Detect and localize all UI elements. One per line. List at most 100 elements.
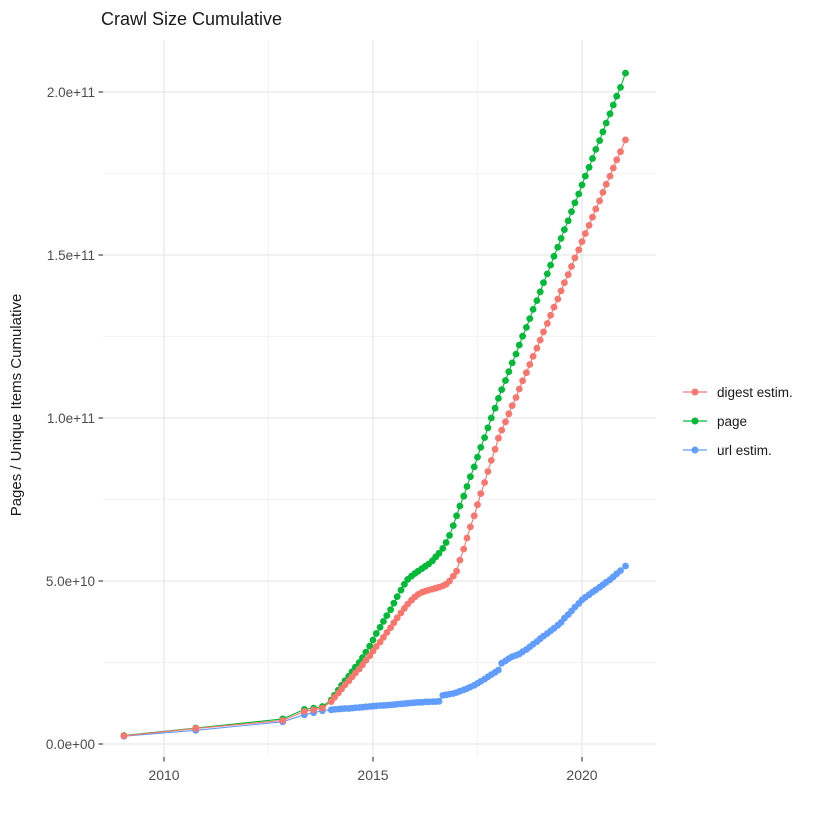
data-point <box>460 545 468 553</box>
data-point <box>523 369 530 377</box>
data-point <box>505 410 513 418</box>
data-point <box>453 512 460 520</box>
data-point <box>446 532 453 539</box>
data-point <box>529 353 537 360</box>
data-point <box>393 593 401 600</box>
data-point <box>543 270 551 278</box>
data-point <box>477 490 485 497</box>
data-point <box>502 377 509 384</box>
data-point <box>477 443 485 451</box>
data-point <box>508 402 516 409</box>
data-point <box>383 629 391 636</box>
data-point <box>401 580 408 588</box>
data-point <box>512 350 520 358</box>
data-point <box>568 208 575 216</box>
data-point <box>592 205 600 213</box>
data-point <box>554 243 562 251</box>
data-point <box>622 69 629 77</box>
data-point <box>529 306 537 313</box>
x-tick-label: 2010 <box>148 767 179 783</box>
data-point <box>279 717 287 724</box>
data-point <box>495 434 502 442</box>
data-point <box>491 445 499 453</box>
data-point <box>622 562 629 570</box>
data-point <box>547 311 554 319</box>
data-point <box>508 359 516 367</box>
data-point <box>495 395 502 402</box>
data-point <box>617 84 624 91</box>
data-point <box>578 238 586 246</box>
data-point <box>515 385 523 393</box>
y-axis-title: Pages / Unique Items Cumulative <box>8 294 25 517</box>
data-point <box>512 394 520 401</box>
data-point <box>596 197 603 205</box>
legend-key-dot <box>691 417 699 425</box>
data-point <box>120 732 128 740</box>
data-series-layer <box>120 69 629 740</box>
data-point <box>613 156 621 164</box>
data-point <box>397 586 405 594</box>
x-tick-label: 2015 <box>357 767 388 783</box>
data-point <box>481 479 488 486</box>
data-point <box>369 636 377 644</box>
data-point <box>533 344 541 352</box>
legend-item-digest-estim-: digest estim. <box>683 385 793 400</box>
data-point <box>589 213 596 221</box>
data-point <box>491 404 499 412</box>
data-point <box>393 614 401 622</box>
data-point <box>362 656 370 664</box>
data-point <box>484 424 492 432</box>
data-point <box>470 463 478 471</box>
data-point <box>547 261 554 269</box>
data-point <box>519 377 526 385</box>
data-point <box>495 666 502 674</box>
gridlines-minor <box>103 40 656 757</box>
data-point <box>585 163 593 171</box>
data-point <box>453 567 460 575</box>
data-point <box>550 303 558 311</box>
data-point <box>470 512 478 520</box>
legend-key-dot <box>691 446 699 454</box>
data-point <box>526 361 534 368</box>
data-point <box>617 567 624 574</box>
x-tick-label: 2020 <box>566 767 597 783</box>
legend-label: url estim. <box>717 443 772 458</box>
data-point <box>564 217 572 225</box>
data-point <box>502 418 509 426</box>
data-point <box>581 172 589 180</box>
data-point <box>622 136 629 144</box>
data-point <box>602 180 610 188</box>
data-point <box>449 522 457 529</box>
data-point <box>578 181 586 189</box>
data-point <box>376 623 384 631</box>
data-point <box>602 119 610 127</box>
data-point <box>390 599 398 607</box>
data-point <box>592 146 600 153</box>
data-point <box>487 457 495 464</box>
data-point <box>606 172 614 180</box>
data-point <box>609 164 617 172</box>
data-point <box>319 704 326 712</box>
data-point <box>575 246 583 254</box>
data-point <box>372 630 380 637</box>
data-point <box>571 254 579 262</box>
data-point <box>557 235 565 242</box>
data-point <box>390 619 398 627</box>
data-point <box>372 643 380 650</box>
data-point <box>575 190 583 198</box>
y-tick-label: 0.0e+00 <box>46 737 95 752</box>
y-tick-label: 5.0e+10 <box>46 574 95 589</box>
legend-label: digest estim. <box>717 385 793 400</box>
data-point <box>568 263 575 270</box>
data-point <box>439 545 447 552</box>
data-point <box>380 634 387 641</box>
data-point <box>456 556 464 564</box>
data-point <box>387 606 394 614</box>
data-point <box>526 315 534 322</box>
data-point <box>463 534 471 542</box>
data-point <box>467 523 474 531</box>
data-point <box>554 295 562 303</box>
gridlines-major <box>103 40 656 757</box>
